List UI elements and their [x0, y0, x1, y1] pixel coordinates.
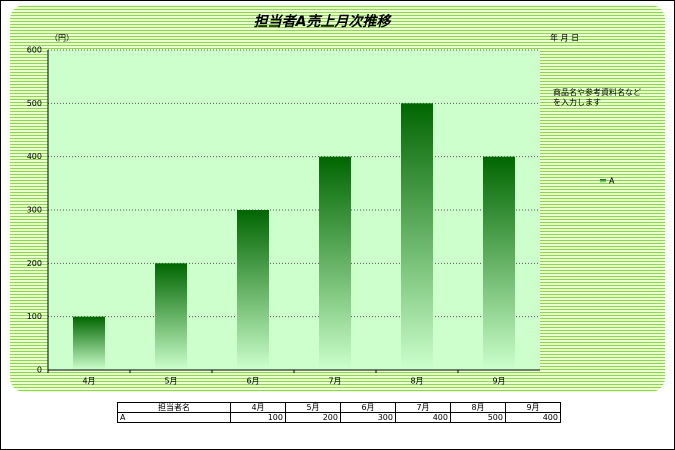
y-tick-label: 200: [27, 259, 42, 268]
y-unit: （円）: [50, 34, 74, 43]
table-header-row: 担当者名 4月 5月 6月 7月 8月 9月: [117, 402, 561, 413]
y-tick-label: 0: [37, 366, 42, 375]
table-col-header: 5月: [285, 402, 341, 413]
note: 商品名や参考資料名などを入力します: [553, 88, 641, 107]
y-tick-label: 100: [27, 312, 42, 321]
legend: A: [600, 177, 615, 186]
table-col-header: 7月: [395, 402, 451, 413]
y-tick-label: 500: [27, 99, 42, 108]
table-col-header: 8月: [450, 402, 506, 413]
table-cell: 400: [395, 412, 451, 423]
bar: [483, 156, 515, 370]
table-row: A 100 200 300 400 500 400: [117, 412, 561, 423]
legend-label: A: [609, 177, 615, 186]
bar: [237, 210, 269, 370]
date-label: 年 月 日: [550, 33, 579, 43]
x-tick-label: 6月: [246, 377, 259, 386]
bar: [73, 316, 105, 370]
table-col-header: 4月: [230, 402, 286, 413]
bar: [319, 156, 351, 370]
table-header: 担当者名: [117, 402, 231, 413]
table-cell: 500: [450, 412, 506, 423]
x-tick-label: 8月: [410, 377, 423, 386]
y-tick-label: 300: [27, 206, 42, 215]
table-col-header: 9月: [505, 402, 561, 413]
table-row-label: A: [117, 412, 231, 423]
chart-title: 担当者A売上月次推移: [254, 13, 393, 30]
data-table: 担当者名 4月 5月 6月 7月 8月 9月 A 100 200 300 400 500 400: [117, 402, 561, 423]
bar: [155, 263, 187, 370]
y-tick-label: 400: [27, 152, 42, 161]
table-cell: 100: [230, 412, 286, 423]
table-cell: 400: [505, 412, 561, 423]
table-col-header: 6月: [340, 402, 396, 413]
table-cell: 300: [340, 412, 396, 423]
legend-swatch: [600, 179, 606, 183]
y-tick-label: 600: [27, 46, 42, 55]
x-tick-label: 4月: [82, 377, 95, 386]
x-tick-label: 7月: [328, 377, 341, 386]
bar: [401, 103, 433, 370]
table-cell: 200: [285, 412, 341, 423]
x-tick-label: 5月: [164, 377, 177, 386]
x-tick-label: 9月: [492, 377, 505, 386]
